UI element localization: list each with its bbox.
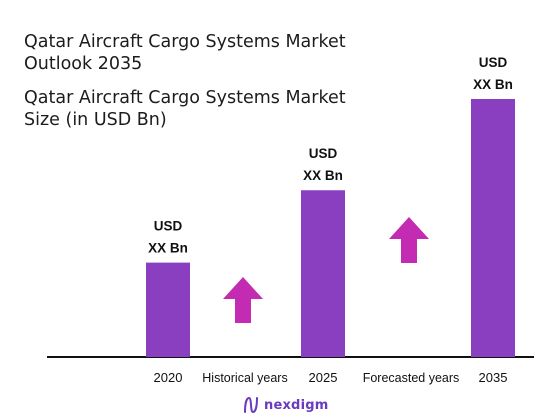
data-label-2035-1: USD <box>479 55 508 70</box>
brand-logo: nexdigm <box>243 395 328 415</box>
chart-subtitle-line-1: Qatar Aircraft Cargo Systems Market <box>24 88 346 108</box>
data-label-2025-1: USD <box>309 146 338 161</box>
growth-arrow-1 <box>223 277 263 323</box>
chart-subtitle: Qatar Aircraft Cargo Systems Market Size… <box>24 87 346 131</box>
period-label-1: Historical years <box>202 371 287 385</box>
nexdigm-logo-icon <box>244 396 258 414</box>
data-label-2035-2: XX Bn <box>473 77 513 92</box>
bar-2025 <box>301 190 345 357</box>
bar-2020 <box>146 262 190 357</box>
x-tick-label-2035: 2035 <box>479 370 508 385</box>
bar-2035 <box>471 99 515 357</box>
x-tick-label-2020: 2020 <box>154 370 183 385</box>
chart-title: Qatar Aircraft Cargo Systems Market Outl… <box>24 31 346 75</box>
chart-title-line-2: Outlook 2035 <box>24 54 143 74</box>
data-label-2020-1: USD <box>154 219 183 234</box>
chart-title-line-1: Qatar Aircraft Cargo Systems Market <box>24 32 346 52</box>
data-label-2025-2: XX Bn <box>303 168 343 183</box>
x-tick-label-2025: 2025 <box>309 370 338 385</box>
brand-name: nexdigm <box>264 397 329 413</box>
period-label-2: Forecasted years <box>363 371 460 385</box>
chart-subtitle-line-2: Size (in USD Bn) <box>24 110 167 130</box>
data-label-2020-2: XX Bn <box>148 241 188 256</box>
growth-arrow-2 <box>389 217 429 263</box>
